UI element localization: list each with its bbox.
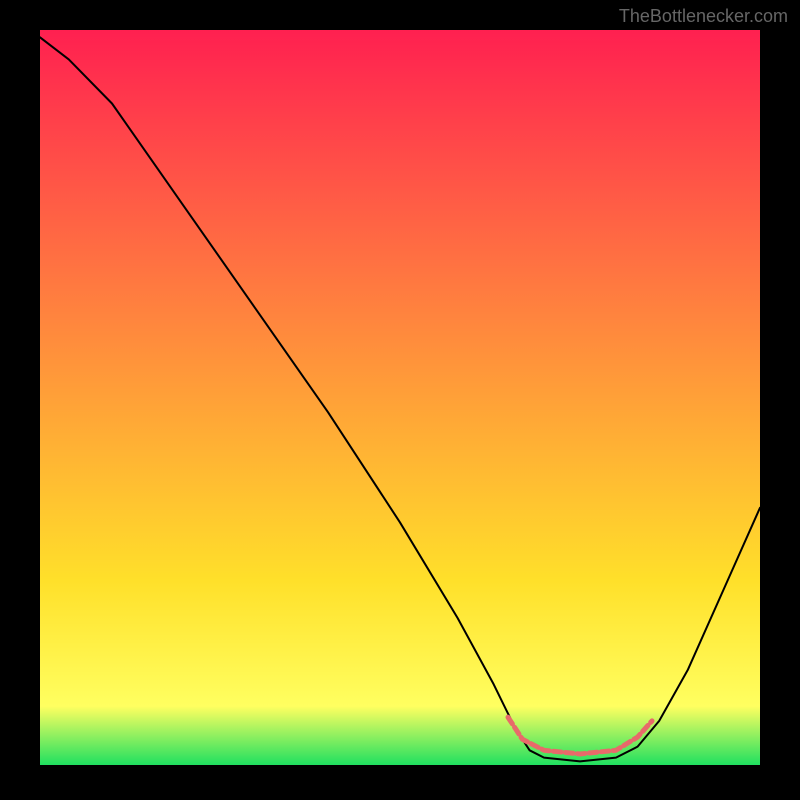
watermark-text: TheBottlenecker.com bbox=[619, 6, 788, 27]
chart-container: TheBottlenecker.com bbox=[0, 0, 800, 800]
curve-layer bbox=[40, 30, 760, 765]
bottleneck-curve bbox=[40, 37, 760, 761]
plot-area bbox=[40, 30, 760, 765]
optimal-region-band bbox=[508, 717, 652, 754]
